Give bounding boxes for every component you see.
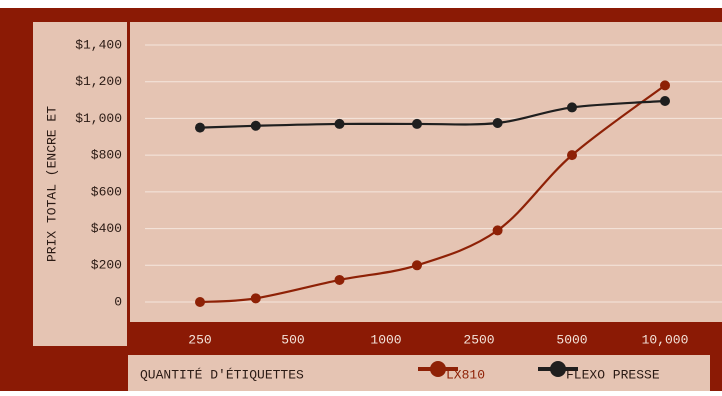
y-axis-panel — [33, 22, 127, 346]
data-point — [412, 260, 422, 271]
x-tick-label: 1000 — [370, 332, 401, 347]
x-tick-label: 5000 — [556, 332, 587, 347]
legend-label: LX810 — [446, 367, 485, 382]
y-tick-label: $1,400 — [75, 37, 122, 52]
data-point — [195, 297, 205, 307]
x-tick-label: 10,000 — [642, 332, 689, 347]
data-point — [195, 122, 205, 133]
plot-area — [130, 22, 722, 322]
data-point — [250, 293, 261, 304]
data-point — [334, 118, 345, 129]
x-axis-title: QUANTITÉ D'ÉTIQUETTES — [140, 367, 304, 382]
legend-marker — [550, 361, 566, 377]
y-tick-label: $400 — [91, 221, 122, 236]
x-tick-label: 500 — [281, 332, 304, 347]
y-tick-label: $1,200 — [75, 74, 122, 89]
data-point — [334, 274, 345, 285]
y-axis-title: PRIX TOTAL (ENCRE ET — [44, 106, 59, 262]
x-tick-label: 2500 — [463, 332, 494, 347]
y-tick-label: $800 — [91, 148, 122, 163]
y-tick-label: $600 — [91, 184, 122, 199]
data-point — [492, 225, 503, 236]
y-tick-label: $1,000 — [75, 111, 122, 126]
data-point — [250, 120, 261, 131]
legend-panel — [128, 355, 710, 391]
data-point — [567, 150, 577, 161]
y-tick-label: 0 — [114, 294, 122, 309]
data-point — [660, 80, 670, 91]
y-tick-label: $200 — [91, 258, 122, 273]
data-point — [567, 102, 577, 113]
data-point — [412, 118, 422, 129]
x-tick-label: 250 — [188, 332, 211, 347]
legend-marker — [430, 361, 446, 377]
legend-label: FLEXO PRESSE — [566, 367, 660, 382]
data-point — [660, 95, 670, 106]
data-point — [492, 118, 503, 129]
